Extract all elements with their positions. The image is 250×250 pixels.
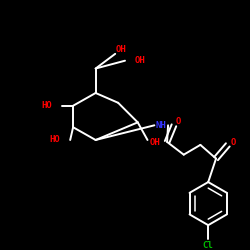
Text: OH: OH: [150, 138, 161, 147]
Text: Cl: Cl: [203, 241, 213, 250]
Text: OH: OH: [116, 46, 126, 54]
Text: HO: HO: [49, 136, 60, 144]
Text: OH: OH: [134, 56, 145, 65]
Text: HO: HO: [41, 101, 52, 110]
Text: O: O: [231, 138, 236, 147]
Text: NH: NH: [156, 121, 166, 130]
Text: O: O: [175, 117, 180, 126]
